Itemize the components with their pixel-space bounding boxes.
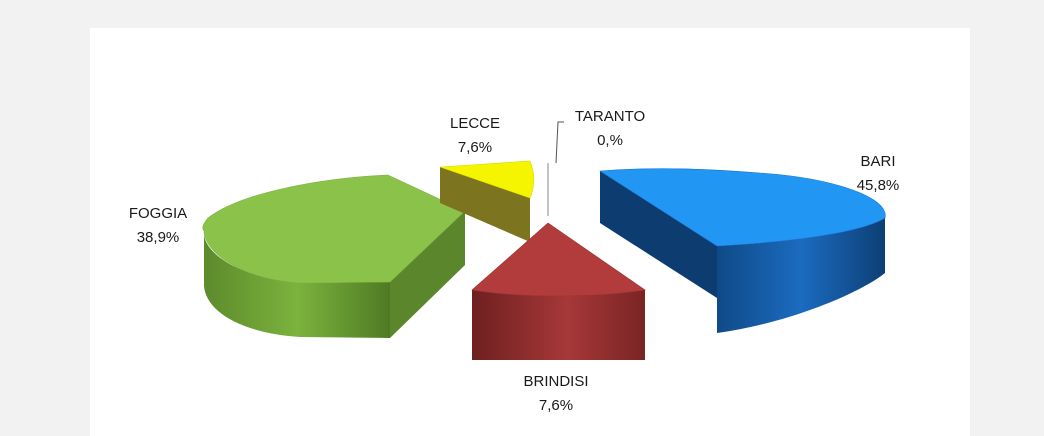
label-bari: BARI 45,8% [857,153,900,194]
label-foggia: FOGGIA 38,9% [129,205,187,246]
slice-brindisi-top [471,222,646,297]
label-foggia-value: 38,9% [137,229,180,246]
slice-bari-side-outer [717,218,885,333]
label-brindisi-value: 7,6% [539,397,573,414]
label-lecce-value: 7,6% [458,139,492,156]
label-taranto-name: TARANTO [575,108,645,125]
slice-bari [599,168,886,333]
label-bari-name: BARI [860,153,895,170]
pie-chart: BARI 45,8% FOGGIA 38,9% LECCE 7,6% TARAN… [129,108,900,414]
slice-foggia-side-outer [203,231,390,338]
slice-lecce-top [439,160,535,199]
slice-brindisi-side [472,290,645,360]
chart-area: BARI 45,8% FOGGIA 38,9% LECCE 7,6% TARAN… [90,28,970,436]
taranto-leader-line [555,121,564,164]
slice-foggia-top [202,174,466,284]
slice-foggia [202,174,466,338]
label-lecce-name: LECCE [450,115,500,132]
slice-bari-top [599,168,886,247]
label-brindisi: BRINDISI 7,6% [523,373,588,414]
label-taranto-value: 0,% [597,132,623,149]
slice-lecce-side [440,167,530,242]
label-brindisi-name: BRINDISI [523,373,588,390]
label-foggia-name: FOGGIA [129,205,187,222]
label-taranto: TARANTO 0,% [575,108,645,149]
slice-brindisi [471,222,646,360]
label-bari-value: 45,8% [857,177,900,194]
slice-lecce [439,160,535,242]
slice-foggia-side-radial [390,211,465,338]
label-lecce: LECCE 7,6% [450,115,500,156]
slice-bari-side-radial [600,171,717,298]
